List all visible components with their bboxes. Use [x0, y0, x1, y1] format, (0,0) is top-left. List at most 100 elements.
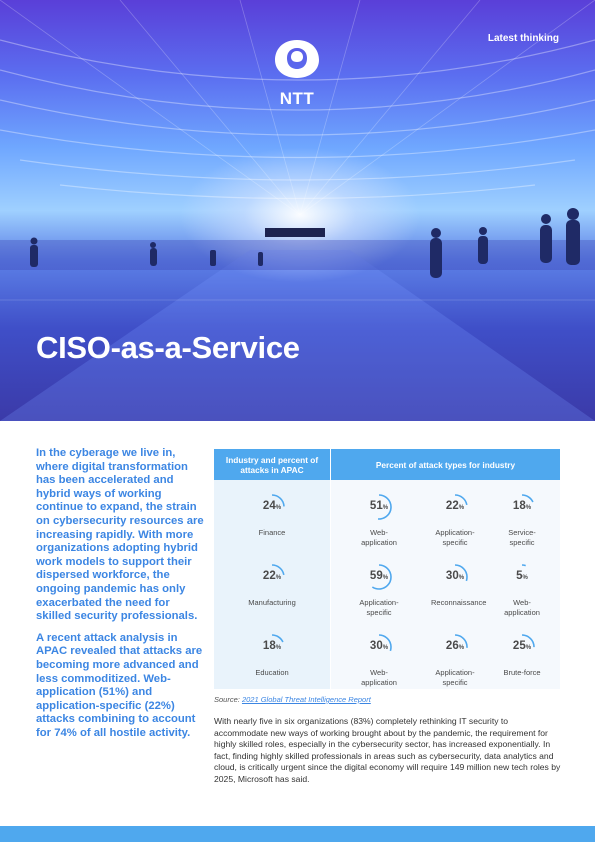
- percent-ring: 5%: [508, 563, 536, 591]
- percent-arc: [366, 564, 392, 590]
- stat-label: Application-specific: [359, 598, 399, 617]
- percent-sign: %: [458, 575, 465, 581]
- stat-cell: 24% Finance: [234, 493, 310, 538]
- percent-ring: 22%: [441, 493, 469, 521]
- percent-value: 22%: [258, 570, 286, 582]
- stat-cell: 59% Application-specific: [341, 563, 417, 617]
- stat-label: Manufacturing: [248, 598, 296, 607]
- stat-cell: 18% Education: [234, 633, 310, 678]
- percent-ring: 30%: [365, 633, 393, 661]
- percent-number: 59: [369, 570, 383, 582]
- percent-number: 18: [262, 640, 276, 652]
- percent-sign: %: [522, 575, 528, 581]
- percent-number: 30: [369, 640, 383, 652]
- percent-value: 25%: [508, 640, 536, 652]
- stat-label: Application-specific: [435, 528, 475, 547]
- percent-sign: %: [525, 645, 532, 651]
- percent-arc: [366, 494, 392, 520]
- percent-value: 51%: [365, 500, 393, 512]
- stat-label: Web-application: [361, 528, 397, 547]
- table-header: Industry and percent of attacks in APAC …: [214, 449, 560, 480]
- stat-cell: 22% Manufacturing: [234, 563, 310, 608]
- stat-label: Application-specific: [435, 668, 475, 687]
- body-paragraph: With nearly five in six organizations (8…: [214, 716, 561, 784]
- stat-cell: 25% Brute-force: [484, 633, 560, 678]
- stat-cell: 30% Web-application: [341, 633, 417, 687]
- stat-cell: 22% Application-specific: [417, 493, 493, 547]
- percent-number: 30: [445, 570, 459, 582]
- stat-label: Finance: [258, 528, 286, 537]
- percent-sign: %: [275, 505, 282, 511]
- source-line: Source: 2021 Global Threat Intelligence …: [214, 695, 371, 704]
- percent-arc: [259, 564, 285, 590]
- percent-arc: [442, 634, 468, 660]
- percent-arc: [442, 564, 468, 590]
- percent-number: 24: [262, 500, 276, 512]
- percent-ring-arc: [366, 564, 392, 590]
- percent-sign: %: [458, 645, 465, 651]
- percent-ring-arc: [259, 494, 285, 520]
- stat-label: Reconnaissance: [431, 598, 487, 607]
- percent-sign: %: [275, 645, 282, 651]
- stat-cell: 26% Application-specific: [417, 633, 493, 687]
- latest-thinking-tag: Latest thinking: [487, 33, 559, 44]
- percent-value: 22%: [441, 500, 469, 512]
- percent-number: 22: [262, 570, 276, 582]
- stat-cell: 5% Web-application: [484, 563, 560, 617]
- percent-ring: 51%: [365, 493, 393, 521]
- percent-value: 18%: [258, 640, 286, 652]
- percent-number: 25: [512, 640, 526, 652]
- percent-value: 26%: [441, 640, 469, 652]
- percent-value: 30%: [365, 640, 393, 652]
- stat-label: Web-application: [361, 668, 397, 687]
- stat-label: Brute-force: [503, 668, 541, 677]
- percent-number: 26: [445, 640, 459, 652]
- percent-number: 51: [369, 500, 383, 512]
- percent-sign: %: [382, 575, 389, 581]
- intro-paragraph-2: A recent attack analysis in APAC reveale…: [36, 631, 203, 739]
- attack-types-column-header: Percent of attack types for industry: [375, 459, 516, 470]
- percent-ring-arc: [366, 634, 392, 660]
- attack-stats-table: Industry and percent of attacks in APAC …: [214, 449, 560, 689]
- footer-band: [0, 826, 595, 842]
- percent-sign: %: [458, 505, 465, 511]
- percent-arc: [366, 634, 392, 660]
- percent-arc: [509, 564, 535, 590]
- stat-label: Service-specific: [508, 528, 536, 547]
- intro-column: In the cyberage we live in, where digita…: [36, 447, 204, 740]
- percent-ring-arc: [509, 634, 535, 660]
- percent-arc: [442, 494, 468, 520]
- source-link[interactable]: 2021 Global Threat Intelligence Report: [241, 695, 371, 704]
- source-prefix: Source:: [214, 695, 240, 704]
- percent-arc: [259, 634, 285, 660]
- percent-ring: 18%: [258, 633, 286, 661]
- ntt-logo: NTT: [270, 36, 324, 109]
- percent-ring: 30%: [441, 563, 469, 591]
- percent-sign: %: [275, 575, 282, 581]
- percent-ring-arc: [442, 564, 468, 590]
- percent-arc: [259, 494, 285, 520]
- percent-value: 5%: [508, 570, 536, 582]
- stat-label: Web-application: [504, 598, 540, 617]
- percent-value: 18%: [508, 500, 536, 512]
- terminal-walkway-illustration: [0, 208, 595, 421]
- percent-value: 30%: [441, 570, 469, 582]
- page-title: CISO-as-a-Service: [36, 330, 300, 365]
- percent-ring-arc: [442, 634, 468, 660]
- percent-arc: [509, 634, 535, 660]
- stat-cell: 30% Reconnaissance: [417, 563, 493, 608]
- ntt-logo-icon: [275, 40, 319, 78]
- percent-ring-arc: [366, 494, 392, 520]
- percent-number: 5: [516, 570, 523, 582]
- percent-number: 18: [512, 500, 526, 512]
- percent-ring: 26%: [441, 633, 469, 661]
- percent-ring: 25%: [508, 633, 536, 661]
- attack-types-column: [331, 480, 560, 689]
- percent-ring-arc: [509, 564, 535, 590]
- percent-sign: %: [382, 505, 389, 511]
- industry-column: [214, 480, 330, 689]
- percent-sign: %: [382, 645, 389, 651]
- percent-ring: 24%: [258, 493, 286, 521]
- percent-ring: 22%: [258, 563, 286, 591]
- logo-wordmark: NTT: [279, 89, 315, 108]
